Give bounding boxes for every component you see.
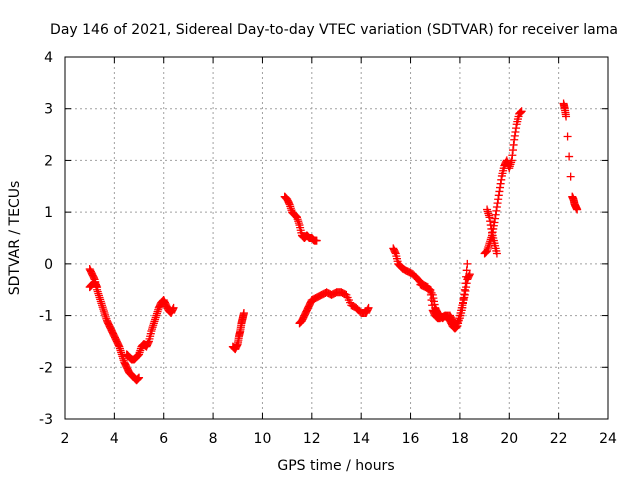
series-segment-2	[85, 277, 102, 292]
grid	[65, 57, 608, 419]
y-tick-label: 3	[44, 102, 53, 118]
data-points	[85, 99, 582, 385]
y-tick-label: 1	[44, 205, 53, 221]
series-segment-8	[416, 259, 472, 330]
plot-frame	[64, 56, 609, 420]
x-tick-label: 16	[402, 431, 420, 447]
data-point-marker	[517, 107, 526, 116]
chart-title: Day 146 of 2021, Sidereal Day-to-day VTE…	[50, 22, 618, 38]
data-point-marker	[364, 303, 373, 312]
series-segment-10	[483, 205, 501, 258]
x-tick-label: 8	[209, 431, 218, 447]
series-segment-4	[228, 308, 248, 354]
x-tick-label: 10	[254, 431, 272, 447]
x-tick-label: 12	[303, 431, 321, 447]
x-tick-label: 14	[352, 431, 370, 447]
data-point-marker	[565, 152, 574, 161]
y-tick-label: -3	[39, 412, 53, 428]
series-segment-6	[295, 288, 373, 328]
x-tick-label: 6	[159, 431, 168, 447]
data-point-marker	[573, 205, 582, 214]
data-point-marker	[312, 236, 321, 245]
data-point-marker	[169, 303, 178, 312]
series-segment-11	[559, 99, 582, 214]
series-segment-9	[480, 107, 526, 258]
x-tick-label: 22	[550, 431, 568, 447]
y-tick-label: -1	[39, 309, 53, 325]
x-tick-label: 20	[500, 431, 518, 447]
series-segment-3	[122, 296, 178, 364]
x-tick-label: 4	[110, 431, 119, 447]
x-tick-label: 18	[451, 431, 469, 447]
y-tick-label: 0	[44, 257, 53, 273]
series-segment-5	[280, 192, 321, 245]
data-point-marker	[239, 308, 248, 317]
y-tick-label: -2	[39, 360, 53, 376]
y-tick-label: 4	[44, 50, 53, 66]
data-point-marker	[454, 316, 463, 325]
x-tick-label: 2	[61, 431, 70, 447]
data-point-marker	[463, 259, 472, 268]
data-point-marker	[492, 249, 501, 258]
x-tick-label: 24	[599, 431, 617, 447]
data-point-marker	[135, 373, 144, 382]
series-segment-1	[85, 265, 144, 385]
data-point-marker	[563, 132, 572, 141]
y-tick-label: 2	[44, 153, 53, 169]
data-point-marker	[562, 112, 571, 121]
x-axis-label: GPS time / hours	[277, 458, 394, 474]
data-point-marker	[93, 283, 102, 292]
data-point-marker	[566, 172, 575, 181]
y-axis-label: SDTVAR / TECUs	[7, 181, 23, 296]
